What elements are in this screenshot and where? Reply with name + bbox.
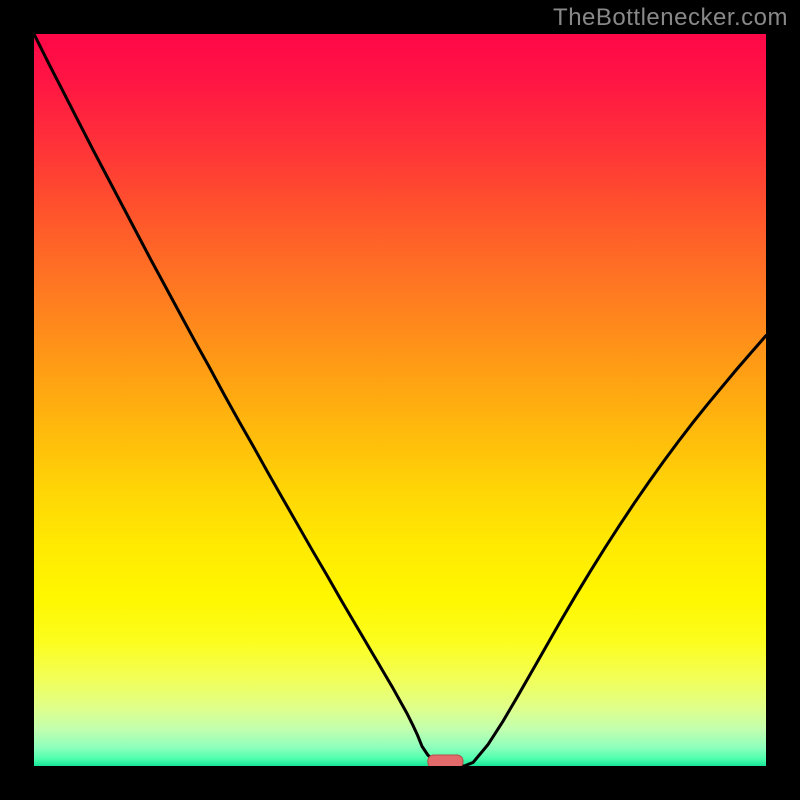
plot-background <box>34 34 766 766</box>
border-right <box>766 0 800 800</box>
plot-svg <box>34 34 766 766</box>
border-left <box>0 0 34 800</box>
plot-area <box>34 34 766 766</box>
min-marker <box>428 755 463 766</box>
border-bottom <box>0 766 800 800</box>
watermark-text: TheBottlenecker.com <box>553 4 788 32</box>
